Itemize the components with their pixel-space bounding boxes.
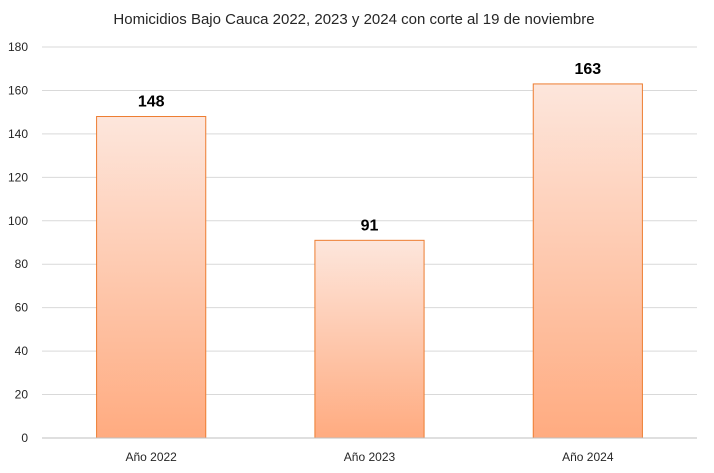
y-tick-label: 20 bbox=[15, 388, 29, 402]
y-tick-label: 180 bbox=[8, 40, 28, 54]
data-labels: 148 91 163 bbox=[138, 61, 601, 234]
y-tick-label: 60 bbox=[15, 301, 29, 315]
data-label: 91 bbox=[361, 217, 379, 234]
chart-title: Homicidios Bajo Cauca 2022, 2023 y 2024 … bbox=[113, 11, 594, 28]
x-category-label: Año 2022 bbox=[125, 450, 177, 464]
y-tick-label: 120 bbox=[8, 170, 28, 184]
y-tick-label: 40 bbox=[15, 344, 29, 358]
data-label: 163 bbox=[574, 61, 601, 78]
bar bbox=[532, 83, 643, 439]
data-label: 148 bbox=[138, 94, 165, 111]
bars bbox=[96, 83, 643, 439]
x-category-label: Año 2024 bbox=[562, 450, 614, 464]
x-axis-categories: Año 2022 Año 2023 Año 2024 bbox=[125, 450, 613, 464]
y-axis-ticks: 0 20 40 60 80 100 120 140 160 180 bbox=[8, 40, 28, 445]
y-tick-label: 0 bbox=[21, 431, 28, 445]
x-category-label: Año 2023 bbox=[344, 450, 396, 464]
bar bbox=[96, 116, 207, 439]
y-tick-label: 100 bbox=[8, 214, 28, 228]
y-tick-label: 80 bbox=[15, 257, 29, 271]
y-tick-label: 160 bbox=[8, 83, 28, 97]
y-tick-label: 140 bbox=[8, 127, 28, 141]
bar bbox=[314, 239, 425, 439]
